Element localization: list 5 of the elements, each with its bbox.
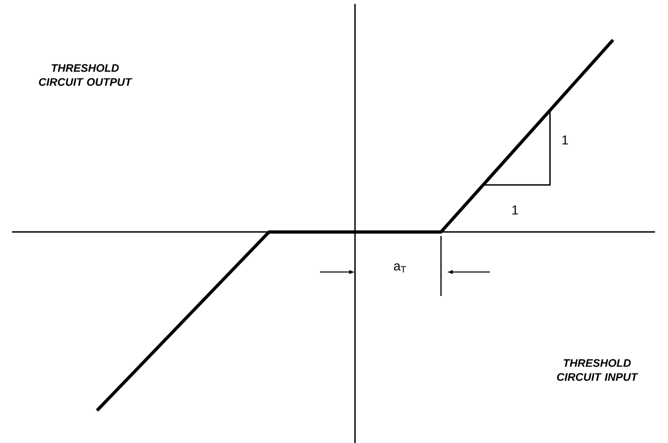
x-axis-title: THRESHOLD CIRCUIT INPUT [557,359,638,381]
annotation: 1 [512,206,518,214]
annotation: 1 [562,136,568,144]
y-axis-title: THRESHOLD CIRCUIT OUTPUT [38,64,132,86]
annotation: a$_{T}$ [394,263,406,273]
